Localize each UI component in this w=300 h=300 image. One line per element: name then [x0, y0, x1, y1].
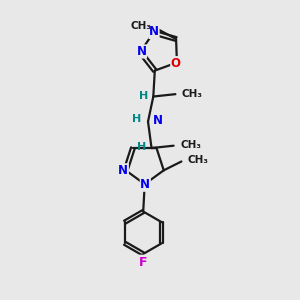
- Text: CH₃: CH₃: [188, 155, 209, 165]
- Text: H: H: [132, 114, 142, 124]
- Text: N: N: [153, 114, 163, 127]
- Text: H: H: [139, 91, 148, 101]
- Text: H: H: [137, 142, 146, 152]
- Text: CH₃: CH₃: [130, 21, 152, 32]
- Text: F: F: [139, 256, 148, 269]
- Text: CH₃: CH₃: [180, 140, 201, 150]
- Text: N: N: [140, 178, 150, 191]
- Text: N: N: [149, 26, 159, 38]
- Text: N: N: [118, 164, 128, 177]
- Text: CH₃: CH₃: [182, 88, 203, 99]
- Text: O: O: [171, 57, 181, 70]
- Text: N: N: [136, 45, 146, 58]
